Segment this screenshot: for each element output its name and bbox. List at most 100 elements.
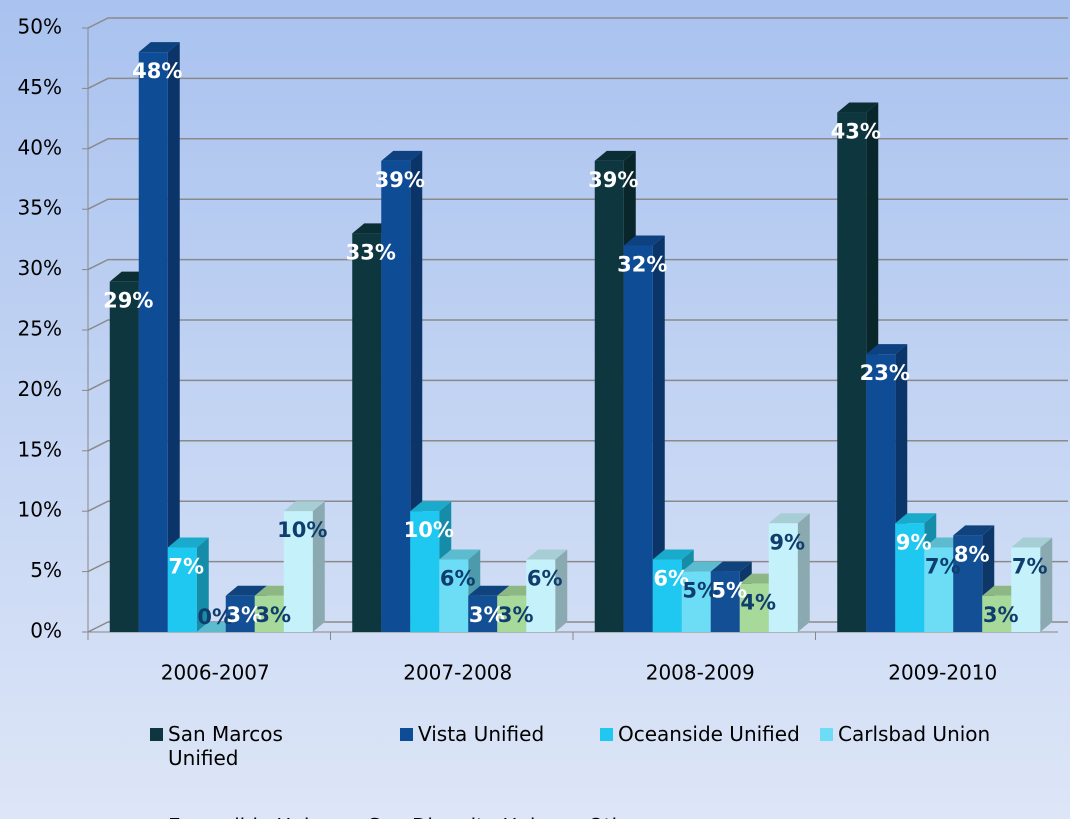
- data-label: 39%: [588, 168, 638, 192]
- legend-label: San Marcos Unified: [168, 722, 283, 770]
- bar-top: [283, 501, 325, 512]
- legend-item: Other: [570, 814, 720, 819]
- legend-item: Oceanside Unified: [600, 722, 820, 770]
- data-label: 7%: [1012, 554, 1048, 578]
- bar: [681, 571, 711, 632]
- data-label: 6%: [527, 567, 563, 591]
- data-label: 48%: [132, 59, 182, 83]
- data-label: 0%: [197, 605, 233, 629]
- bar-top: [594, 150, 636, 161]
- bar: [837, 112, 867, 632]
- bar: [895, 523, 925, 632]
- legend-label: Carlsbad Union: [838, 722, 991, 746]
- legend-item: San Marcos Unified: [150, 722, 400, 770]
- bar-top: [895, 513, 937, 524]
- bar-side: [196, 537, 209, 632]
- y-tick-label: 25%: [18, 317, 62, 341]
- bar: [381, 160, 411, 632]
- bar-top: [468, 585, 510, 596]
- grid-line: [87, 17, 1068, 29]
- x-tick-label: 2008-2009: [646, 661, 755, 685]
- y-tick-label: 35%: [18, 196, 62, 220]
- bar: [167, 547, 197, 632]
- bar: [526, 559, 556, 632]
- bar-side: [652, 235, 665, 632]
- bar: [982, 595, 1012, 632]
- y-tick-label: 5%: [30, 558, 62, 582]
- legend-swatch: [400, 728, 413, 741]
- data-label: 8%: [954, 542, 990, 566]
- bar-top: [225, 585, 267, 596]
- grid-line: [87, 500, 1068, 512]
- data-label: 23%: [860, 361, 910, 385]
- bar-side: [312, 501, 325, 632]
- data-label: 6%: [653, 567, 689, 591]
- bar-top: [381, 150, 423, 161]
- data-label: 5%: [711, 579, 747, 603]
- bar-side: [1040, 537, 1053, 632]
- bar-top: [710, 561, 752, 572]
- bar: [1011, 547, 1041, 632]
- data-label: 4%: [740, 591, 776, 615]
- bar: [739, 583, 769, 632]
- y-tick-label: 15%: [18, 437, 62, 461]
- bar-top: [526, 549, 568, 560]
- y-tick-label: 10%: [18, 498, 62, 522]
- data-label: 9%: [769, 530, 805, 554]
- bar-top: [1011, 537, 1053, 548]
- bar: [594, 160, 624, 632]
- bar-side: [797, 513, 810, 632]
- y-tick-label: 30%: [18, 256, 62, 280]
- y-tick-label: 20%: [18, 377, 62, 401]
- y-tick-label: 50%: [18, 15, 62, 39]
- bar: [652, 559, 682, 632]
- x-tick-label: 2009-2010: [888, 661, 997, 685]
- data-label: 3%: [469, 603, 505, 627]
- data-label: 5%: [682, 579, 718, 603]
- bar: [710, 571, 740, 632]
- y-tick-label: 45%: [18, 75, 62, 99]
- bar: [254, 595, 284, 632]
- x-tick-label: 2006-2007: [161, 661, 270, 685]
- legend-label: Other: [588, 814, 645, 819]
- grid-line: [87, 440, 1068, 452]
- bar-top: [681, 561, 723, 572]
- data-label: 3%: [498, 603, 534, 627]
- bar: [410, 511, 440, 632]
- bar: [468, 595, 498, 632]
- data-label: 32%: [617, 252, 667, 276]
- bar: [283, 511, 313, 632]
- bar: [225, 595, 255, 632]
- bar-top: [866, 344, 908, 355]
- bar: [953, 535, 983, 632]
- grid-line: [87, 77, 1068, 90]
- legend-swatch: [820, 728, 833, 741]
- data-label: 29%: [103, 289, 153, 313]
- x-tick-label: 2007-2008: [403, 661, 512, 685]
- bar: [497, 595, 527, 632]
- bar: [924, 547, 954, 632]
- legend-item: Carlsbad Union: [820, 722, 1030, 770]
- data-label: 3%: [226, 603, 262, 627]
- bar-top: [138, 42, 180, 53]
- data-label: 7%: [168, 554, 204, 578]
- grid-line: [87, 319, 1068, 331]
- grid-line: [87, 379, 1068, 392]
- y-tick-label: 0%: [30, 619, 62, 643]
- bar-top: [439, 549, 481, 560]
- bar-top: [953, 525, 995, 536]
- legend-label: San Dieguito Union: [368, 814, 560, 819]
- bar: [866, 354, 896, 632]
- data-label: 33%: [346, 240, 396, 264]
- bar-top: [652, 549, 694, 560]
- data-label: 7%: [925, 554, 961, 578]
- bar: [352, 233, 382, 633]
- data-label: 9%: [896, 530, 932, 554]
- bar-side: [555, 549, 568, 632]
- bar: [439, 559, 469, 632]
- legend-swatch: [600, 728, 613, 741]
- grid-line: [87, 198, 1068, 210]
- bar-top: [167, 537, 209, 548]
